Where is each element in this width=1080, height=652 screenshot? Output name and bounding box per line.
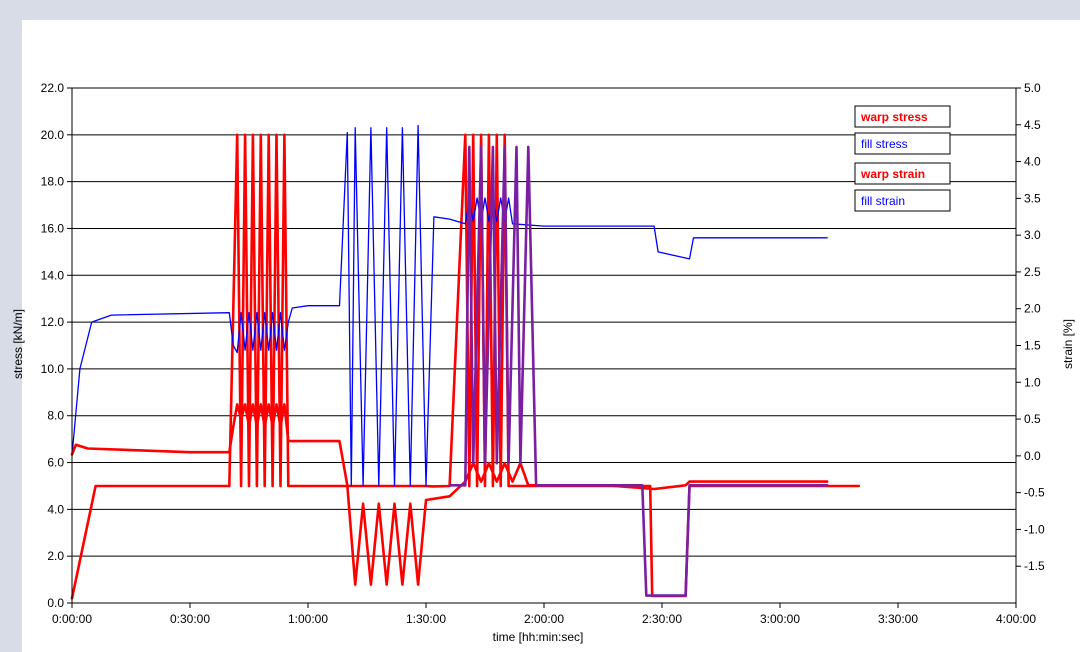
y-right-tick-label-2: -0.5 xyxy=(1024,486,1045,500)
y-right-tick-label-10: 3.5 xyxy=(1024,191,1041,205)
legend-box-warp-stress xyxy=(854,105,951,128)
y-right-tick-label-9: 3.0 xyxy=(1024,228,1041,242)
x-axis-title: time [hh:min:sec] xyxy=(493,630,584,644)
x-tick-label-8: 4:00:00 xyxy=(996,612,1036,626)
legend-label-warp-stress: warp stress xyxy=(860,110,928,124)
legend-box-warp-strain xyxy=(854,162,951,185)
y-right-tick-label-6: 1.5 xyxy=(1024,339,1041,353)
series-line-fill-stress xyxy=(71,124,828,487)
y-right-tick-label-1: -1.0 xyxy=(1024,522,1045,536)
x-tick-label-1: 0:30:00 xyxy=(170,612,210,626)
legend-label-fill-stress: fill stress xyxy=(861,137,908,151)
x-tick-label-4: 2:00:00 xyxy=(524,612,564,626)
y-left-tick-label-5: 10.0 xyxy=(41,362,65,376)
legend: warp stress fill stress warp strain fill… xyxy=(854,105,951,212)
y-right-tick-label-4: 0.5 xyxy=(1024,412,1041,426)
legend-box-fill-strain xyxy=(854,189,951,212)
x-tick-label-0: 0:00:00 xyxy=(52,612,92,626)
y-left-tick-label-9: 18.0 xyxy=(41,175,65,189)
x-tick-label-7: 3:30:00 xyxy=(878,612,918,626)
y-left-tick-label-0: 0.0 xyxy=(47,596,64,610)
y-right-tick-label-11: 4.0 xyxy=(1024,155,1041,169)
axes-layer: 0.0 2.0 4.0 6.0 8.0 10.0 12.0 14.0 16.0 18.0 20.0 2… xyxy=(41,81,1045,626)
y-right-tick-label-5: 1.0 xyxy=(1024,375,1041,389)
y-left-tick-label-3: 6.0 xyxy=(47,456,64,470)
grid-layer xyxy=(72,87,1016,604)
y-left-tick-label-10: 20.0 xyxy=(41,128,65,142)
y-right-tick-label-0: -1.5 xyxy=(1024,559,1045,573)
x-tick-label-3: 1:30:00 xyxy=(406,612,446,626)
y-left-tick-label-7: 14.0 xyxy=(41,268,65,282)
y-left-tick-label-11: 22.0 xyxy=(41,81,65,95)
window-top-band xyxy=(0,0,1080,20)
series-layer xyxy=(70,124,861,600)
legend-label-warp-strain: warp strain xyxy=(860,167,925,181)
y-left-tick-label-2: 4.0 xyxy=(47,502,64,516)
x-tick-label-2: 1:00:00 xyxy=(288,612,328,626)
legend-box-fill-stress xyxy=(854,132,951,155)
legend-label-fill-strain: fill strain xyxy=(861,194,905,208)
y-right-tick-label-13: 5.0 xyxy=(1024,81,1041,95)
y-left-tick-label-6: 12.0 xyxy=(41,315,65,329)
y-right-tick-label-8: 2.5 xyxy=(1024,265,1041,279)
series-line-fill-strain xyxy=(448,145,829,597)
window-left-band xyxy=(0,0,22,652)
y-right-tick-label-12: 4.5 xyxy=(1024,118,1041,132)
series-line-warp-stress xyxy=(70,133,861,600)
x-tick-label-5: 2:30:00 xyxy=(642,612,682,626)
y-left-tick-label-8: 16.0 xyxy=(41,221,65,235)
y-right-tick-label-7: 2.0 xyxy=(1024,302,1041,316)
y-right-tick-label-3: 0.0 xyxy=(1024,449,1041,463)
y-left-tick-label-4: 8.0 xyxy=(47,409,64,423)
x-tick-label-6: 3:00:00 xyxy=(760,612,800,626)
y-left-tick-label-1: 2.0 xyxy=(47,549,64,563)
y-axis-left-title: stress [kN/m] xyxy=(11,309,25,379)
series-line-warp-strain xyxy=(70,403,829,586)
y-axis-right-title: strain [%] xyxy=(1061,319,1075,369)
